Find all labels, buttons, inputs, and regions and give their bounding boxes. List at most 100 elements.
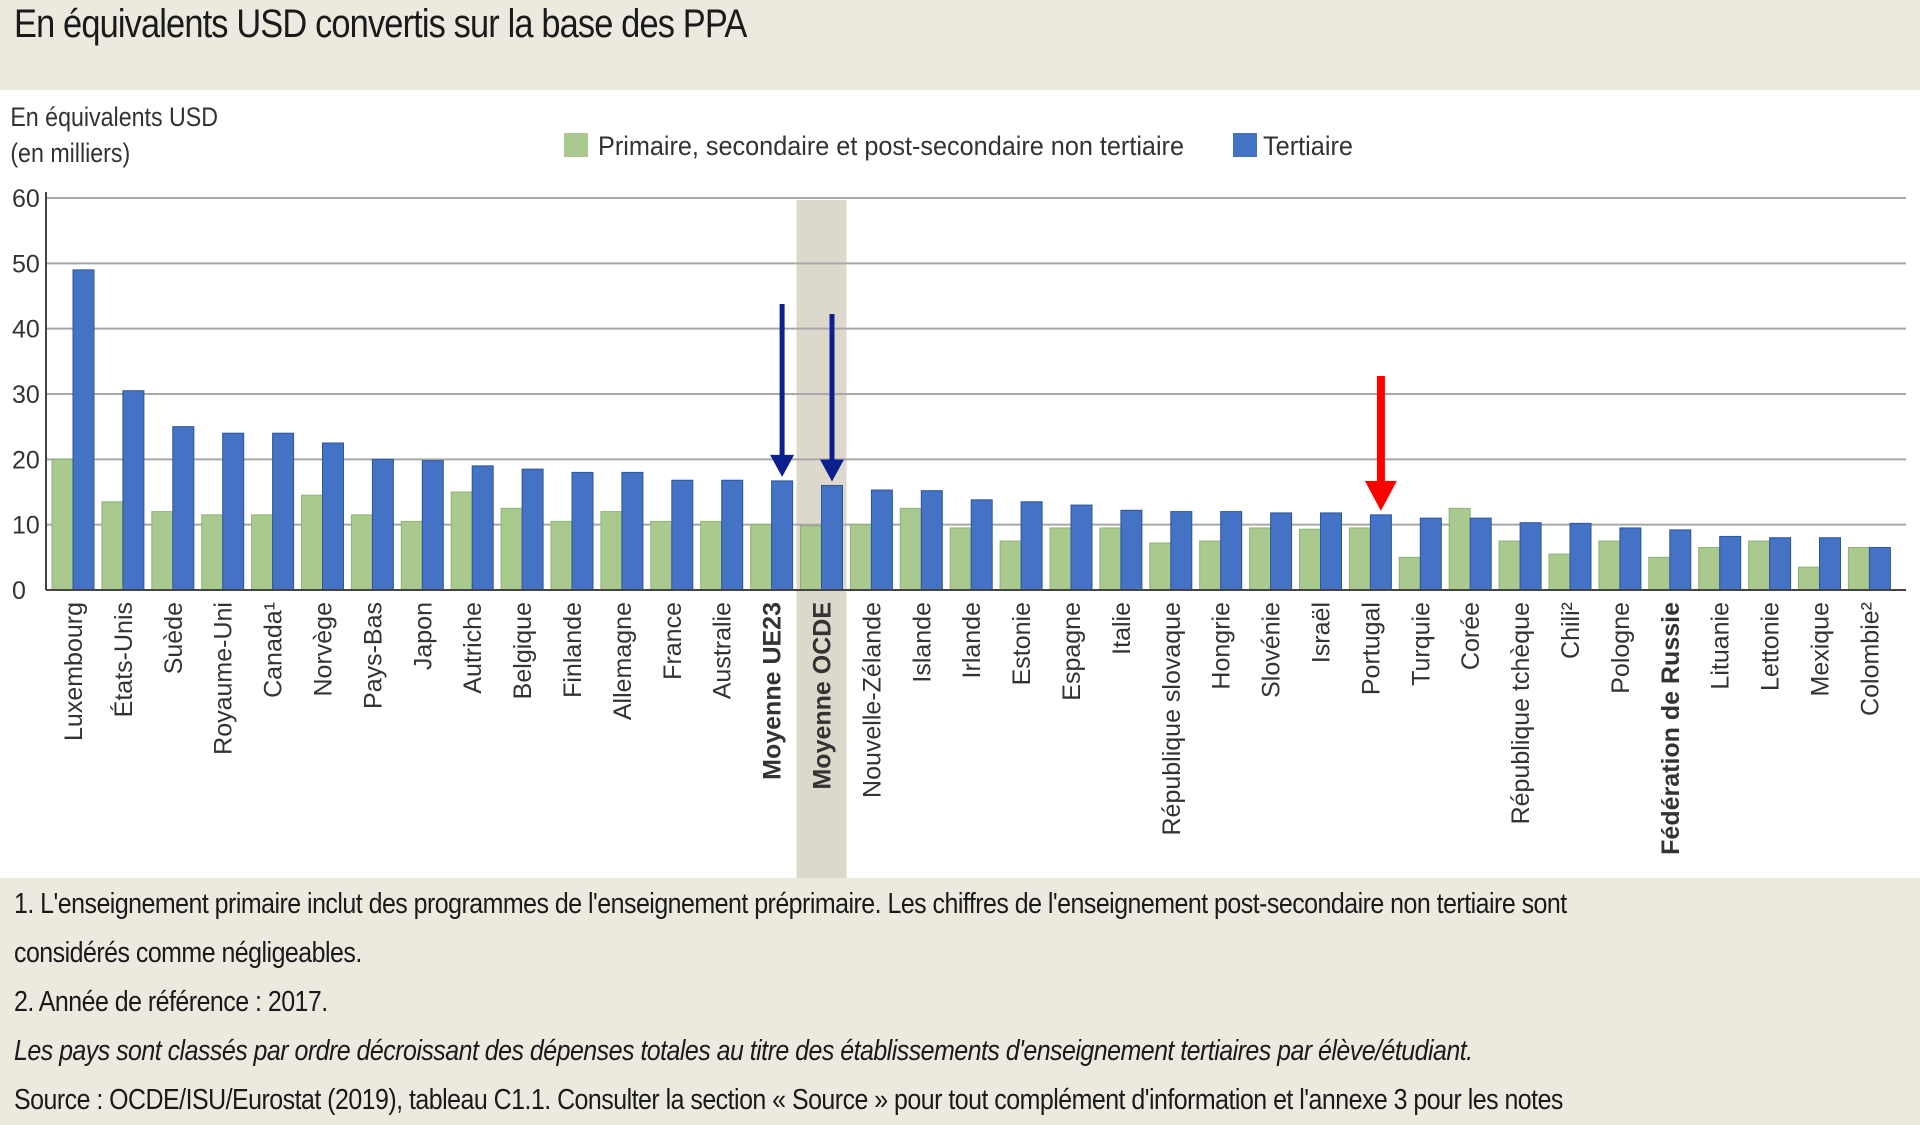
bar-primary [1199, 540, 1222, 591]
bar-tertiary [521, 468, 544, 591]
bar-primary [949, 527, 972, 591]
bar-primary [1448, 507, 1471, 591]
bar-primary [1498, 540, 1521, 591]
bar-tertiary [1519, 522, 1542, 591]
x-tick-label: Royaume-Uni [210, 602, 238, 755]
x-tick-label: Moyenne OCDE [809, 602, 837, 790]
bar-tertiary [1569, 522, 1592, 591]
bar-tertiary [1419, 517, 1442, 591]
bar-primary [301, 494, 323, 591]
x-tick-label: Espagne [1058, 602, 1086, 701]
x-tick-label: Canada¹ [260, 602, 288, 698]
bar-tertiary [1170, 511, 1193, 591]
bar-primary [101, 501, 124, 591]
bar-tertiary [771, 480, 794, 591]
y-axis-label-line1: En équivalents USD [10, 102, 218, 132]
y-tick-label: 20 [12, 446, 40, 474]
legend-swatch-primary [564, 133, 588, 157]
bar-primary [800, 525, 822, 591]
bar-primary [899, 507, 922, 591]
x-tick-label: République tchèque [1507, 602, 1535, 824]
bar-tertiary [371, 458, 394, 591]
x-tick-label: Pays-Bas [359, 602, 387, 709]
bar-tertiary [1819, 537, 1841, 591]
bar-tertiary [222, 432, 245, 591]
x-tick-label: Portugal [1357, 602, 1385, 695]
bar-tertiary [1619, 527, 1642, 591]
y-tick-label: 0 [12, 577, 26, 605]
x-tick-label: Islande [908, 602, 936, 683]
bar-primary [51, 458, 74, 591]
x-tick-label: France [659, 602, 687, 680]
bar-tertiary [122, 390, 145, 591]
bar-tertiary [821, 484, 843, 591]
x-tick-label: Italie [1108, 602, 1136, 655]
x-tick-label: Pologne [1607, 602, 1635, 694]
bar-primary [999, 540, 1022, 591]
bar-primary [1049, 527, 1072, 591]
x-tick-label: Norvège [310, 602, 338, 697]
bar-tertiary [671, 479, 694, 591]
bar-primary [1249, 527, 1272, 591]
bar-tertiary [1719, 535, 1742, 591]
x-tick-label: Moyenne UE23 [759, 602, 787, 780]
bar-tertiary [571, 471, 594, 591]
legend-swatch-tertiary [1233, 133, 1257, 157]
x-tick-label: Australie [709, 602, 737, 699]
note-1-continued: considérés comme négligeables. [14, 937, 362, 969]
bar-tertiary [1270, 512, 1293, 591]
bar-primary [700, 520, 723, 591]
y-tick-label: 60 [12, 185, 40, 213]
x-tick-label: Slovénie [1258, 602, 1286, 698]
chart-panel [0, 90, 1920, 878]
source-note: Source : OCDE/ISU/Eurostat (2019), table… [14, 1084, 1563, 1116]
x-tick-label: Allemagne [609, 602, 637, 720]
y-tick-label: 50 [12, 250, 40, 278]
bar-primary [1398, 556, 1421, 591]
x-tick-label: Luxembourg [60, 602, 88, 741]
bar-primary [350, 514, 373, 591]
x-tick-label: Mexique [1807, 602, 1835, 697]
x-tick-label: Lettonie [1757, 602, 1785, 691]
bar-primary [600, 511, 623, 591]
bar-primary [1698, 547, 1721, 591]
bar-primary [1299, 528, 1321, 591]
bar-tertiary [920, 490, 943, 591]
bar-tertiary [721, 479, 744, 591]
x-tick-label: Israël [1308, 602, 1336, 663]
sort-order-note: Les pays sont classés par ordre décroiss… [14, 1035, 1473, 1067]
x-tick-label: Hongrie [1208, 602, 1236, 690]
bar-primary [1149, 542, 1172, 591]
x-tick-label: Chili² [1557, 602, 1585, 659]
y-tick-label: 10 [12, 512, 40, 540]
bar-tertiary [1070, 504, 1093, 591]
note-1: 1. L'enseignement primaire inclut des pr… [14, 888, 1567, 920]
x-tick-label: Fédération de Russie [1657, 602, 1685, 855]
x-tick-label: Nouvelle-Zélande [858, 602, 886, 798]
bar-primary [1348, 527, 1371, 591]
bar-tertiary [1769, 537, 1792, 591]
x-tick-label: Corée [1457, 602, 1485, 670]
bar-tertiary [1220, 511, 1243, 591]
bar-tertiary [870, 489, 893, 591]
x-tick-label: Lituanie [1707, 602, 1735, 690]
bar-primary [500, 507, 523, 591]
bar-tertiary [421, 460, 444, 591]
bar-tertiary [970, 499, 993, 591]
x-tick-label: Irlande [958, 602, 986, 678]
bar-primary [650, 520, 673, 591]
bar-tertiary [1020, 501, 1043, 591]
bar-primary [550, 520, 573, 591]
bar-tertiary [272, 432, 295, 591]
x-tick-label: République slovaque [1158, 602, 1186, 836]
bar-tertiary [172, 426, 195, 591]
bar-primary [1648, 556, 1671, 591]
bar-primary [151, 511, 174, 591]
bar-tertiary [322, 442, 344, 591]
bar-tertiary [1120, 509, 1143, 591]
bar-tertiary [72, 269, 95, 591]
bar-primary [750, 524, 773, 591]
y-tick-label: 30 [12, 381, 40, 409]
y-axis-label-line2: (en milliers) [10, 138, 130, 168]
x-tick-label: Colombie² [1856, 602, 1884, 716]
